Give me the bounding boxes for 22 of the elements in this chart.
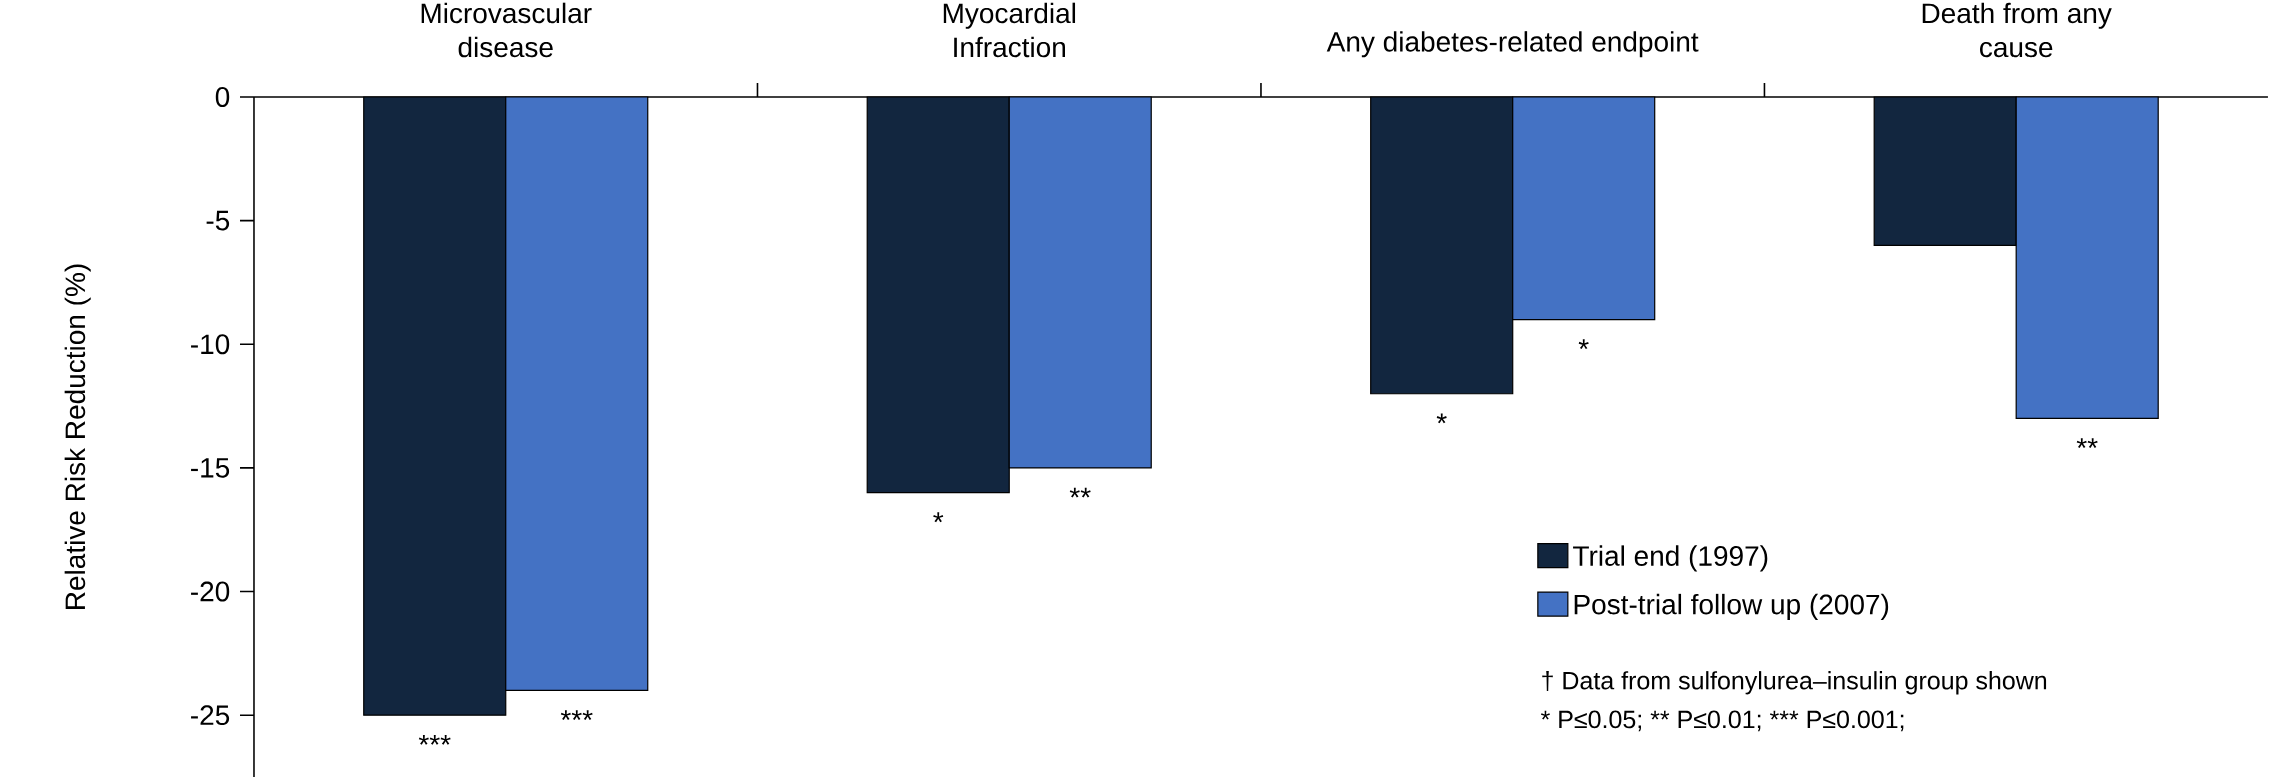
annotation: *** [560,710,593,721]
y-tick-label: -5 [206,210,230,231]
y-tick-label: 0 [215,87,230,107]
x-tick-label: Any diabetes-related endpoint [1326,31,1699,58]
annotation: *** [418,734,451,745]
annotation: ** [2076,438,2098,449]
y-tick-label: -10 [191,334,230,355]
annotation: * [1436,413,1447,424]
annotation: * P≤0.05; ** P≤0.01; *** P≤0.001; [1540,710,1904,732]
legend-label: Trial end (1997) [1573,545,1768,572]
annotation: ** [1069,487,1091,498]
y-tick-label: -25 [191,705,230,726]
x-tick-label: Death from any cause [1922,2,2112,58]
legend-label: Post-trial follow up (2007) [1574,593,1889,620]
annotation: * [933,512,944,523]
x-tick-label: Myocardial Infraction [943,2,1076,58]
y-tick-label: -15 [191,458,230,478]
y-tick-label: -20 [191,581,230,602]
x-tick-label: Microvascular disease [421,2,592,58]
annotation: * [1578,339,1589,350]
annotation: † Data from sulfonylurea–insulin group shown [1542,671,2047,695]
y-axis-title: Relative Risk Reduction (%) [64,264,91,609]
